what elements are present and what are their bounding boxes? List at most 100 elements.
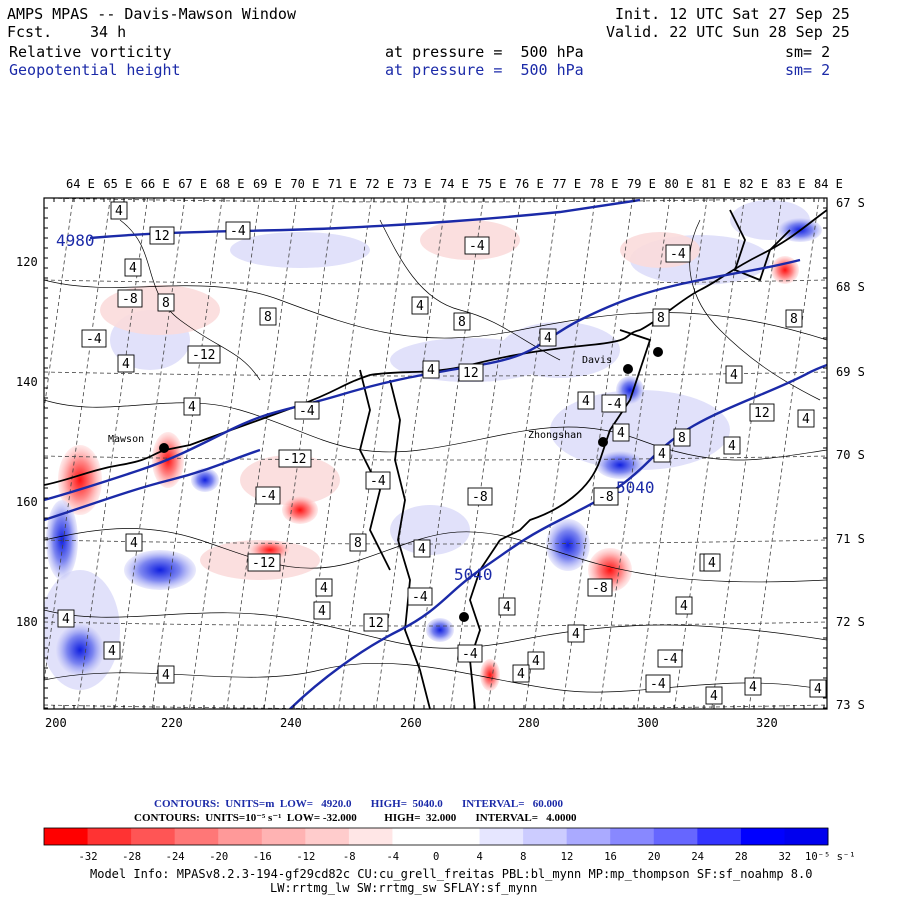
colorbar-segment [44,828,89,845]
longitude-label: 78 E [590,177,619,191]
vorticity-label-box [457,644,483,663]
colorbar-segment [131,828,176,845]
colorbar-segment [261,828,306,845]
vorticity-label-box [657,649,683,668]
colorbar-tick-label: -8 [343,851,356,863]
station-label: Zhongshan [528,430,582,441]
colorbar-segment [392,828,437,845]
vorticity-label-box [294,401,320,420]
colorbar-tick-label: 0 [433,851,439,863]
vorticity-label: -4 [469,239,485,254]
model-title: AMPS MPAS -- Davis-Mawson Window [7,5,296,23]
vorticity-label: 4 [122,357,130,372]
longitude-label: 70 E [290,177,319,191]
colorbar-tick-label: 12 [561,851,574,863]
x-tick-label: 320 [756,716,778,730]
vorticity-label-box [349,533,367,552]
station-dot-south [459,612,469,622]
vorticity-label-box [593,487,619,506]
colorbar-tick-label: -12 [296,851,315,863]
vorticity-label-box [363,613,389,632]
vorticity-label: 8 [678,431,686,446]
vorticity-label: 8 [162,296,170,311]
vorticity-label: 4 [814,682,822,697]
vorticity-label-box [539,328,557,347]
colorbar-segment [740,828,785,845]
vorticity-label-box [601,394,627,413]
vorticity-label: 4 [572,627,580,642]
vorticity-label: -4 [230,224,246,239]
colorbar-tick-label: 8 [520,851,526,863]
vorticity-label: 12 [463,366,479,381]
longitude-label: 66 E [141,177,170,191]
vorticity-label: 8 [790,312,798,327]
height-contour-label: 4980 [56,231,95,250]
longitude-label: 82 E [739,177,768,191]
y-tick-label: 140 [16,375,38,389]
colorbar-tick-label: -32 [79,851,98,863]
longitude-label: 75 E [477,177,506,191]
vorticity-contour-info: CONTOURS: UNITS=10⁻⁵ s⁻¹ LOW= -32.000 HI… [134,812,577,824]
vorticity-label: 4 [416,299,424,314]
x-tick-label: 200 [45,716,67,730]
vorticity-label: -4 [86,332,102,347]
vorticity-label-box [411,296,429,315]
model-info-physics: LW:rrtmg_lw SW:rrtmg_sw SFLAY:sf_mynn [270,881,538,895]
vorticity-label: -8 [472,490,488,505]
vorticity-label-box [247,553,281,572]
vorticity-label: -8 [122,292,138,307]
colorbar-segment [566,828,611,845]
vorticity-label-box [125,533,143,552]
vorticity-label: 4 [320,581,328,596]
vorticity-label: -12 [252,556,275,571]
field2-level: at pressure = 500 hPa [385,61,584,79]
vorticity-label: 4 [427,363,435,378]
height-contour-label: 5040 [454,565,493,584]
vorticity-label: 4 [708,556,716,571]
vorticity-label: 4 [503,600,511,615]
vorticity-label: 4 [108,644,116,659]
colorbar-segment [653,828,698,845]
vorticity-label-box [117,354,135,373]
vorticity-label: -4 [412,590,428,605]
vorticity-label-box [612,423,630,442]
vorticity-label-box [675,596,693,615]
vorticity-label-box [652,308,670,327]
vorticity-label: 4 [730,368,738,383]
vorticity-label-box [183,397,201,416]
vorticity-label-box [467,487,493,506]
vorticity-label-box [259,307,277,326]
vorticity-label: 8 [264,310,272,325]
longitude-label: 64 E [66,177,95,191]
vorticity-label: -4 [370,474,386,489]
longitude-label: 73 E [403,177,432,191]
vorticity-label: -4 [650,677,666,692]
height-contour-label: 5040 [616,478,655,497]
map-frame [43,197,828,710]
longitude-label: 68 E [216,177,245,191]
longitude-label: 71 E [328,177,357,191]
vorticity-label-box [103,641,121,660]
longitude-label: 77 E [552,177,581,191]
vorticity-label-box [749,403,775,422]
vorticity-label: 8 [458,315,466,330]
vorticity-label-box [458,363,484,382]
longitude-label: 81 E [702,177,731,191]
vorticity-label-box [407,587,433,606]
init-time: Init. 12 UTC Sat 27 Sep 25 [615,5,850,23]
field2-smoothing: sm= 2 [785,61,831,79]
vorticity-label: -4 [606,397,622,412]
field1-smoothing: sm= 2 [785,43,831,61]
latitude-label: 72 S [836,615,865,629]
vorticity-label-box [315,578,333,597]
vorticity-label: 4 [544,331,552,346]
latitude-label: 68 S [836,280,865,294]
y-tick-label: 120 [16,255,38,269]
vorticity-label-box [665,244,691,263]
vorticity-label-box [453,312,471,331]
vorticity-label: 4 [130,536,138,551]
vorticity-label: 4 [318,604,326,619]
x-tick-label: 220 [161,716,183,730]
vorticity-label-box [723,436,741,455]
vorticity-label: 4 [680,599,688,614]
